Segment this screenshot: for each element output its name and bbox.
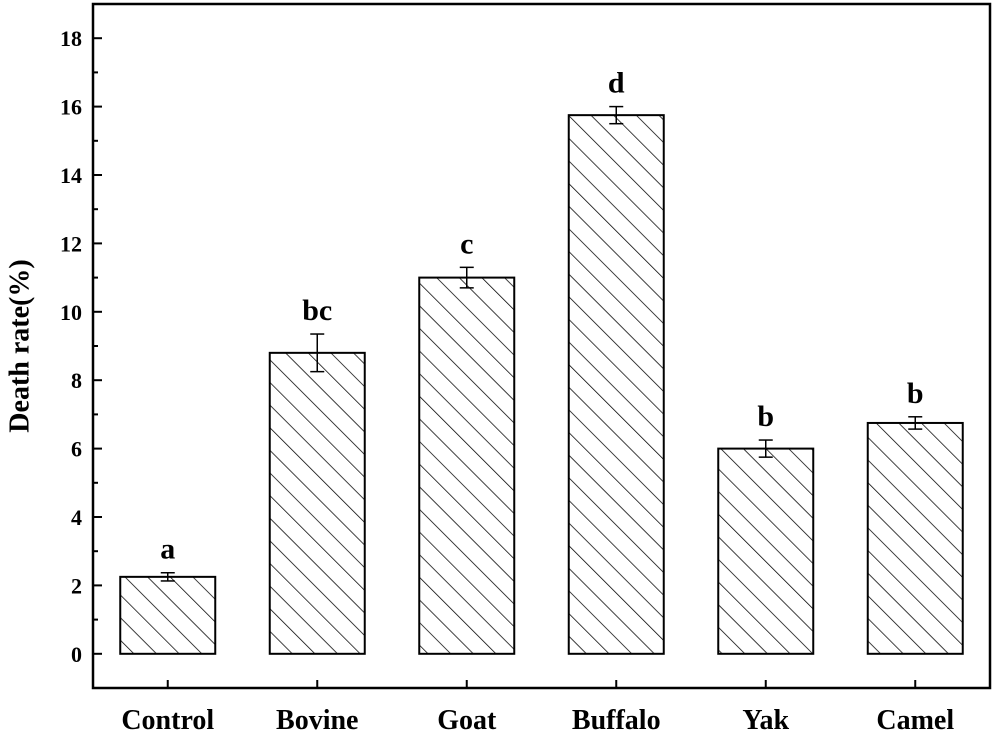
plot-frame (91, 2, 992, 690)
y-tick-label: 12 (60, 231, 82, 256)
x-axis: Control Bovine Goat Buffalo Yak Camel (121, 680, 954, 732)
y-axis-title: Death rate(%) (4, 259, 35, 432)
x-tick-label-bovine: Bovine (276, 705, 358, 732)
bar-bovine (268, 351, 366, 655)
x-tick-label-goat: Goat (437, 705, 497, 732)
significance-label-buffalo: d (608, 67, 625, 100)
error-bar-buffalo (609, 105, 624, 125)
error-bars-layer (160, 105, 923, 582)
y-tick-label: 16 (60, 95, 82, 120)
x-tick-label-yak: Yak (742, 705, 789, 732)
bar-camel (866, 421, 964, 655)
y-tick-label: 10 (60, 300, 82, 325)
bar-yak (717, 447, 815, 655)
error-bar-control (160, 571, 175, 582)
significance-label-yak: b (757, 400, 774, 433)
y-tick-label: 8 (71, 368, 82, 393)
error-bar-goat (459, 266, 474, 289)
y-tick-label: 14 (60, 163, 82, 188)
y-tick-label: 0 (71, 642, 82, 667)
significance-labels-layer: a bc c d b b (160, 67, 923, 566)
x-tick-label-control: Control (121, 705, 214, 732)
x-tick-label-buffalo: Buffalo (572, 705, 661, 732)
y-tick-label: 6 (71, 437, 82, 462)
bar-goat (418, 276, 516, 655)
error-bar-bovine (310, 333, 325, 373)
significance-label-goat: c (460, 227, 473, 260)
bar-buffalo (567, 114, 665, 655)
significance-label-control: a (160, 533, 175, 566)
y-tick-label: 2 (71, 573, 82, 598)
bars-layer (119, 114, 964, 655)
bar-control (119, 575, 217, 655)
significance-label-bovine: bc (302, 294, 332, 327)
y-tick-label: 18 (60, 26, 82, 51)
y-tick-label: 4 (71, 505, 82, 530)
x-tick-label-camel: Camel (876, 705, 954, 732)
y-axis: 0 2 4 6 8 10 12 14 16 18 (60, 26, 102, 667)
error-bar-yak (758, 439, 773, 458)
significance-label-camel: b (907, 377, 924, 410)
error-bar-camel (908, 416, 923, 430)
